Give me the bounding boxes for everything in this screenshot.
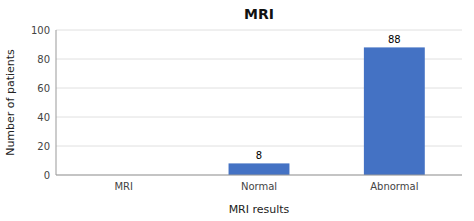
- x-tick-label: Normal: [241, 181, 277, 192]
- data-label: 8: [256, 150, 262, 161]
- y-tick-label: 20: [37, 141, 50, 152]
- y-axis-line: [56, 30, 57, 175]
- y-axis-label: Number of patients: [4, 49, 17, 156]
- grid-line: [56, 175, 462, 176]
- grid: [56, 30, 462, 175]
- x-tick-label: MRI: [114, 181, 133, 192]
- x-axis-label: MRI results: [229, 203, 290, 216]
- chart-svg: 020406080100888MRINormalAbnormalMRI resu…: [0, 0, 474, 221]
- y-tick-label: 80: [37, 54, 50, 65]
- y-tick-label: 0: [44, 170, 50, 181]
- x-tick-label: Abnormal: [370, 181, 418, 192]
- y-tick-label: 40: [37, 112, 50, 123]
- bar: [364, 47, 425, 175]
- y-tick-label: 100: [31, 25, 50, 36]
- chart-container: 020406080100888MRINormalAbnormalMRI resu…: [0, 0, 474, 221]
- title: MRI: [244, 6, 274, 22]
- data-label: 88: [388, 34, 401, 45]
- y-tick-label: 60: [37, 83, 50, 94]
- bar: [229, 163, 290, 175]
- x-axis-line: [56, 175, 462, 176]
- bars: [229, 47, 425, 175]
- grid-line: [56, 30, 462, 31]
